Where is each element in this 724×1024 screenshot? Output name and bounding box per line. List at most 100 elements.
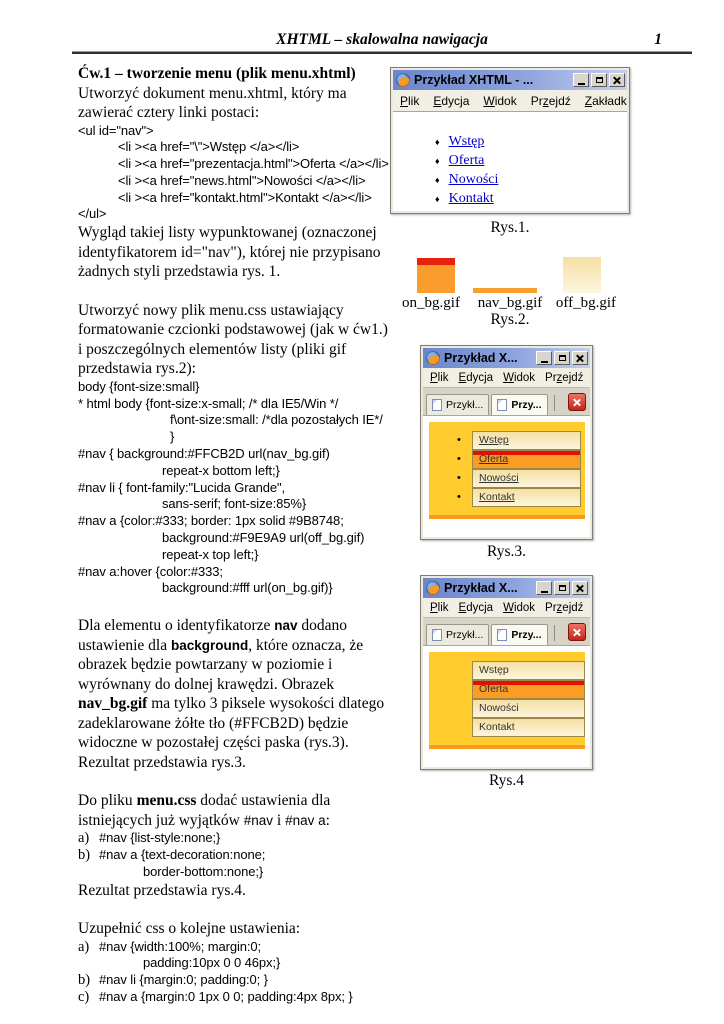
maximize-button [591,73,607,87]
tab-2-active: Przy... [491,394,548,415]
paragraph-more-css: Uzupełnić css o kolejne ustawienia: [78,920,301,938]
page-header: XHTML – skalowalna nawigacja 1 [72,31,692,54]
page-content: Wstęp Oferta Nowości Kontakt [423,415,590,537]
nav-link: Nowości [448,171,499,187]
css-list-item: b) #nav li {margin:0; padding:0; } [78,972,268,989]
menu-item-edycja: Edycja [458,372,494,384]
off-bg-label: off_bg.gif [555,295,617,311]
nav-item: Kontakt [472,718,585,737]
header-rule [72,51,692,54]
tab-divider [553,625,555,641]
css-list-item: a) #nav {list-style:none;} [78,830,221,847]
paragraph-nav-background: Dla elementu o identyfikatorze nav dodan… [78,617,385,771]
close-icon [613,76,622,85]
nav-bg-swatch [473,288,537,293]
bullet-icon: ♦ [435,136,440,147]
tab-bar: Przykł... Przy... [423,387,590,415]
on-bg-label: on_bg.gif [402,295,460,311]
nav-panel: Wstęp Oferta Nowości Kontakt [429,422,585,519]
minimize-button [573,73,589,87]
figure3-browser-window: Przykład X... Plik Edycja Widok Przejdź … [420,345,593,540]
window-title: Przykład XHTML - ... [414,73,534,87]
menu-item-widok: Widok [503,372,536,384]
figure3-caption: Rys.3. [487,543,526,560]
tab-2-active: Przy... [491,624,548,645]
document-icon [497,629,508,641]
tab-close-button [568,623,586,641]
menu-item-plik: Plik [430,602,449,614]
menu-item-przejdz: Przejdź [530,94,571,108]
text-column: Ćw.1 – tworzenie menu (plik menu.xhtml) … [78,64,396,1006]
tab-1: Przykł... [426,624,490,645]
bullet-icon: ♦ [435,155,440,166]
maximize-button [554,351,570,365]
css-list-item: c) #nav a {margin:0 1px 0 0; padding:4px… [78,988,353,1005]
list-item: ♦ Wstęp [435,132,627,151]
menu-item-przejdz: Przejdź [545,602,584,614]
menu-item-plik: Plik [400,94,420,108]
paragraph-css-file: Utworzyć nowy plik menu.css ustawiający … [78,301,388,378]
nav-item-hover: Oferta [472,680,585,699]
title-bar: Przykład XHTML - ... [393,70,627,90]
figure1-caption: Rys.1. [490,219,530,236]
window-title: Przykład X... [444,351,518,365]
tab-close-button [568,393,586,411]
menu-bar: Plik Edycja Widok Przejdź [423,368,590,387]
list-item: ♦ Kontakt [435,189,627,208]
nav-link: Kontakt [448,190,494,206]
close-icon [576,584,585,593]
figure1-browser-window: Przykład XHTML - ... Plik Edycja Widok P… [390,67,630,214]
menu-item-przejdz: Przejdź [545,372,584,384]
close-button [572,581,588,595]
title-bar: Przykład X... [423,578,590,598]
nav-item: Wstęp [472,661,585,680]
menu-item-zakladki: Zakładki [584,94,627,108]
window-title: Przykład X... [444,581,518,595]
nav-item: Nowości [457,469,581,488]
nav-bg-label: nav_bg.gif [477,295,543,311]
tab-1: Przykł... [426,394,490,415]
css-list-item: a) #nav {width:100%; margin:0; padding:10… [78,938,281,971]
document-icon [432,629,442,641]
nav-bg-strip [429,515,585,519]
bullet-icon: ♦ [435,174,440,185]
firefox-icon [426,351,440,365]
nav-link: Wstęp [448,133,485,149]
nav-link: Oferta [448,152,485,168]
menu-bar: Plik Edycja Widok Przejdź Zakładki [393,90,627,111]
close-button [609,73,625,87]
code-block-css: body {font-size:small} * html body {font… [78,378,383,596]
minimize-button [536,351,552,365]
menu-item-widok: Widok [483,94,517,108]
firefox-icon [396,73,410,87]
paragraph-result4: Rezultat przedstawia rys.4. [78,881,246,899]
menu-item-widok: Widok [503,602,536,614]
menu-item-edycja: Edycja [458,602,494,614]
nav-item: Wstęp [457,431,581,450]
close-icon [573,628,582,637]
off-bg-swatch [563,257,601,293]
page-content: ♦ Wstęp ♦ Oferta ♦ Nowości ♦ Kontakt [393,111,627,211]
menu-bar: Plik Edycja Widok Przejdź [423,598,590,617]
nav-panel: Wstęp Oferta Nowości Kontakt [429,652,585,749]
nav-item: Kontakt [457,488,581,507]
close-button [572,351,588,365]
maximize-button [554,581,570,595]
nav-item-hover: Oferta [457,450,581,469]
paragraph-menu-css: Do pliku menu.css dodać ustawienia dla i… [78,792,331,829]
code-block-xhtml: <ul id="nav"> <li ><a href="\">Wstęp </a… [78,122,389,222]
paragraph-intro: Utworzyć dokument menu.xhtml, który ma z… [78,84,347,122]
paragraph-list-look: Wygląd takiej listy wypunktowanej (oznac… [78,224,381,281]
tab-divider [553,395,555,411]
list-item: ♦ Oferta [435,151,627,170]
header-title: XHTML – skalowalna nawigacja [276,31,488,48]
on-bg-swatch [417,258,455,293]
nav-bg-strip [429,745,585,749]
figure4-browser-window: Przykład X... Plik Edycja Widok Przejdź … [420,575,593,770]
menu-item-plik: Plik [430,372,449,384]
page-number: 1 [654,31,662,48]
menu-item-edycja: Edycja [433,94,470,108]
list-item: ♦ Nowości [435,170,627,189]
document-icon [432,399,442,411]
